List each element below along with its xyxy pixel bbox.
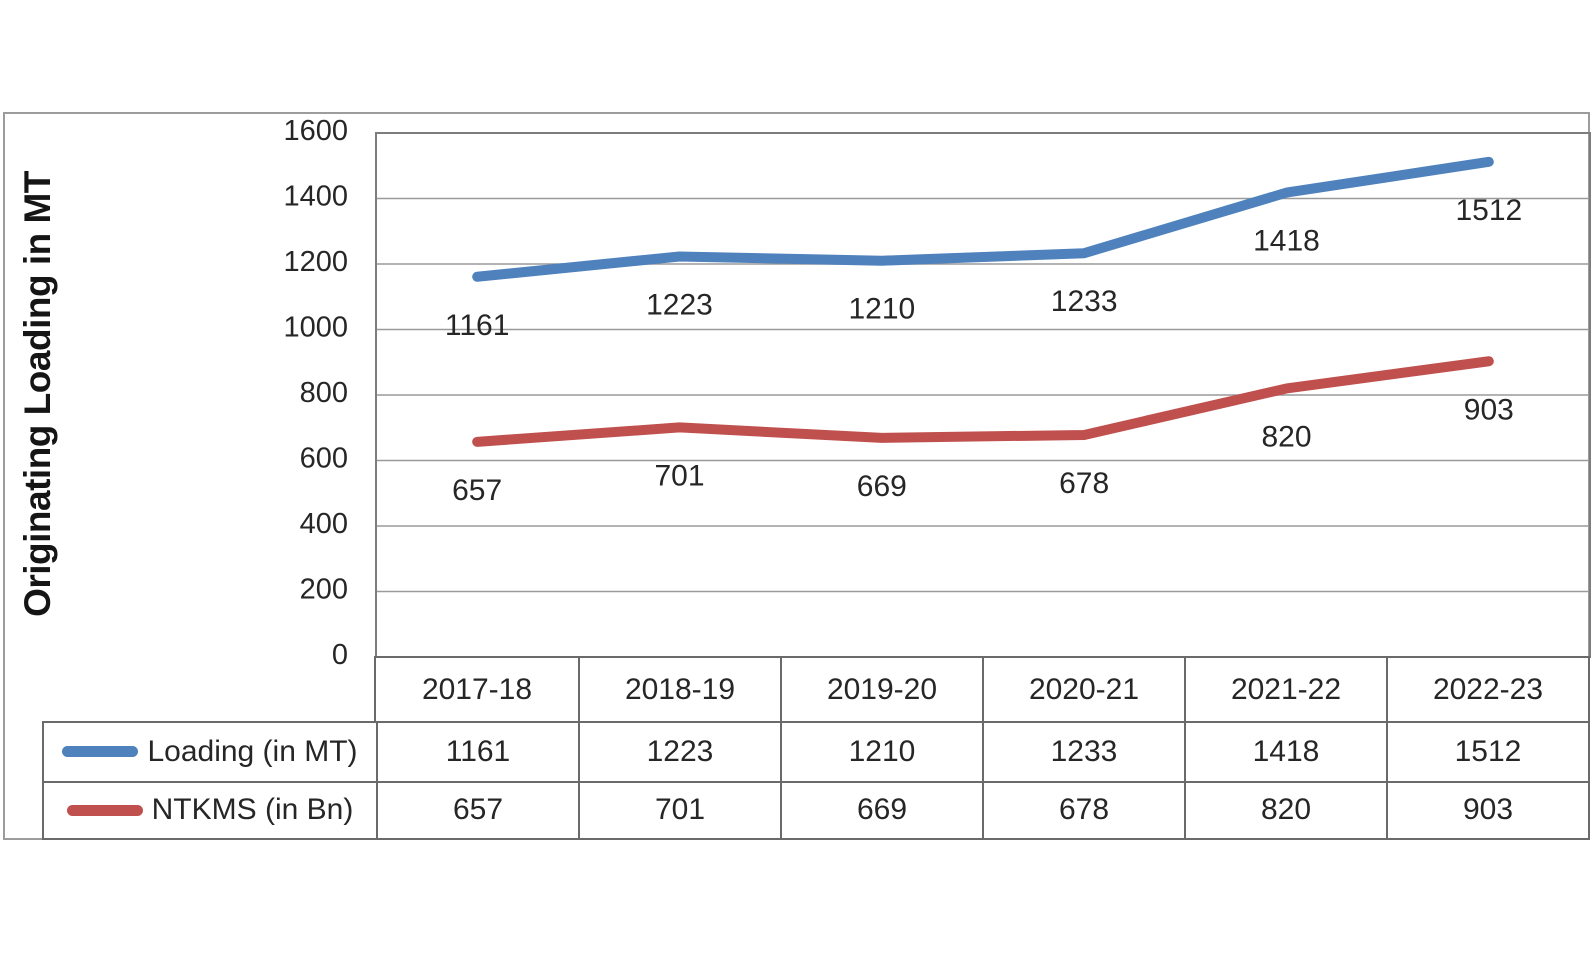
legend-item-loading: Loading (in MT) (44, 723, 376, 781)
x-axis-category: 2018-19 (578, 658, 780, 721)
table-cell-loading: 1210 (780, 723, 982, 781)
y-axis-tick-label: 1000 (283, 312, 348, 344)
y-axis-tick-label: 200 (300, 574, 348, 606)
data-label-1: 669 (857, 470, 907, 503)
y-axis-tick-label: 1400 (283, 181, 348, 213)
y-axis-tick-label: 1600 (283, 115, 348, 147)
x-axis-category: 2019-20 (780, 658, 982, 721)
data-label-0: 1210 (848, 293, 915, 326)
table-cell-loading: 1418 (1184, 723, 1386, 781)
table-cell-ntkms: 669 (780, 780, 982, 838)
y-axis-tick-label: 800 (300, 377, 348, 409)
data-label-1: 657 (452, 474, 502, 507)
x-axis-category: 2022-23 (1386, 658, 1588, 721)
table-cell-ntkms: 657 (376, 780, 578, 838)
x-axis-category: 2021-22 (1184, 658, 1386, 721)
series-line-0 (472, 156, 1494, 282)
table-cell-loading: 1512 (1386, 723, 1588, 781)
data-label-0: 1512 (1455, 194, 1522, 227)
table-cell-loading: 1233 (982, 723, 1184, 781)
x-axis-category-row: 2017-18 2018-19 2019-20 2020-21 2021-22 … (374, 656, 1590, 723)
chart-outer-border (3, 112, 1590, 840)
table-cell-ntkms: 903 (1386, 780, 1588, 838)
data-label-1: 701 (654, 459, 704, 492)
table-cell-ntkms: 678 (982, 780, 1184, 838)
data-table: Loading (in MT) 1161 1223 1210 1233 1418… (42, 721, 1590, 840)
data-label-1: 903 (1464, 393, 1514, 426)
legend-line-swatch-ntkms (66, 804, 143, 816)
series-line-1 (472, 356, 1494, 447)
y-axis-tick-label: 400 (300, 508, 348, 540)
legend-line-swatch-loading (62, 746, 139, 758)
x-axis-category: 2020-21 (982, 658, 1184, 721)
y-axis-tick-label: 0 (332, 639, 348, 671)
legend-label-loading: Loading (in MT) (147, 734, 358, 768)
table-cell-ntkms: 820 (1184, 780, 1386, 838)
table-cell-loading: 1223 (578, 723, 780, 781)
legend-label-ntkms: NTKMS (in Bn) (151, 793, 354, 827)
data-label-0: 1418 (1253, 225, 1320, 258)
data-label-1: 820 (1261, 420, 1311, 453)
y-axis-tick-label: 600 (300, 443, 348, 475)
data-label-0: 1161 (445, 309, 510, 342)
x-axis-category: 2017-18 (421, 672, 533, 706)
legend-item-ntkms: NTKMS (in Bn) (44, 780, 376, 839)
data-label-0: 1223 (646, 288, 713, 321)
data-label-0: 1233 (1051, 285, 1118, 318)
data-label-1: 678 (1059, 467, 1109, 500)
table-cell-ntkms: 701 (578, 780, 780, 838)
y-axis-tick-label: 1200 (283, 246, 348, 278)
table-cell-loading: 1161 (376, 723, 578, 781)
